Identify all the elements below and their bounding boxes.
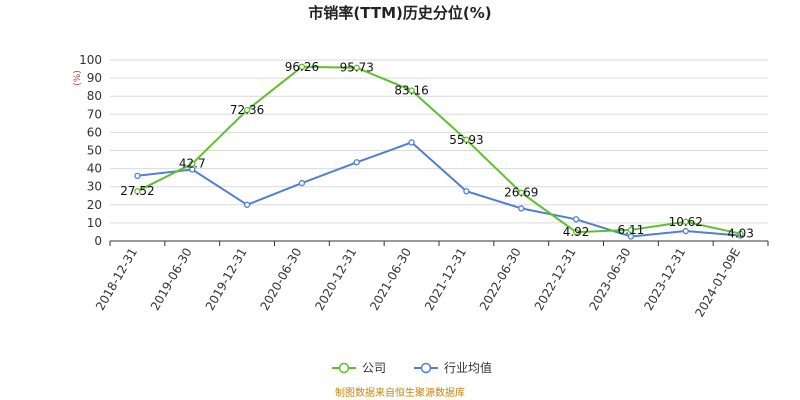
x-tick-label: 2022-06-30 (477, 246, 524, 313)
data-point (353, 159, 360, 166)
data-point (134, 188, 141, 195)
data-label: 6.11 (618, 223, 645, 237)
data-label: 4.92 (563, 225, 590, 239)
series-line (136, 65, 741, 235)
data-point (298, 63, 306, 70)
y-axis-ticks: 0 10 20 30 40 50 60 70 80 90 100 (79, 53, 102, 248)
legend-marker (338, 362, 350, 374)
y-tick-label: 40 (87, 162, 102, 176)
x-tick-label: 2019-12-31 (203, 245, 250, 312)
data-point (518, 205, 525, 212)
data-point (243, 201, 251, 208)
x-tick-label: 2021-12-31 (422, 245, 469, 312)
data-point (408, 139, 415, 146)
y-tick-label: 60 (87, 125, 102, 139)
data-label: 27.52 (120, 184, 154, 198)
y-tick-label: 100 (79, 53, 102, 67)
x-tick-label: 2022-12-31 (532, 246, 579, 313)
data-point (682, 218, 689, 225)
data-label: 96.26 (285, 60, 319, 74)
series-company: 27.52 42.7 72.36 96.26 95.73 83.16 55.93 26.69 4… (120, 60, 754, 241)
x-tick-label: 2021-06-30 (367, 246, 414, 313)
y-tick-label: 10 (87, 216, 102, 230)
series-industry-average (134, 139, 744, 240)
data-label: 95.73 (340, 61, 374, 75)
y-tick-label: 50 (87, 144, 102, 158)
legend-item-industry-average[interactable]: 行业均值 (414, 360, 492, 375)
source-note: 制图数据来自恒生聚源数据库 (335, 386, 465, 399)
legend-item-company[interactable]: 公司 (332, 361, 386, 375)
data-point (463, 136, 470, 143)
x-tick-label: 2020-12-31 (312, 246, 359, 313)
legend[interactable]: 公司 行业均值 (332, 360, 492, 375)
grid-lines (110, 59, 768, 242)
legend-marker (420, 362, 432, 374)
x-tick-label: 2024-01-09E (692, 246, 743, 320)
y-tick-label: 0 (94, 234, 102, 248)
y-tick-label: 30 (87, 180, 102, 194)
data-point (408, 87, 415, 94)
legend-label: 公司 (362, 361, 386, 375)
x-tick-label: 2019-06-30 (148, 246, 195, 313)
chart-title: 市销率(TTM)历史分位(%) (308, 4, 491, 22)
data-point (134, 172, 141, 179)
data-point (737, 230, 744, 237)
series-line (137, 141, 741, 238)
x-axis: 2018-12-31 2019-06-30 2019-12-31 2020-06-30… (93, 240, 769, 320)
x-tick-label: 2020-06-30 (258, 246, 305, 313)
y-tick-label: 80 (87, 89, 102, 103)
data-point (353, 64, 360, 71)
legend-label: 行业均值 (444, 360, 492, 375)
data-point (627, 233, 635, 240)
data-point (627, 226, 635, 234)
y-tick-label: 70 (87, 107, 102, 121)
x-tick-label: 2023-06-30 (587, 246, 634, 313)
data-point (243, 106, 251, 114)
data-point (572, 228, 580, 236)
data-label: 72.36 (230, 103, 264, 117)
data-point (463, 188, 470, 195)
data-point (572, 216, 580, 223)
data-label: 26.69 (504, 186, 538, 200)
series-layer: 27.52 42.7 72.36 96.26 95.73 83.16 55.93 26.69 4… (120, 60, 754, 241)
data-point (298, 179, 306, 187)
data-label: 4.03 (727, 227, 754, 241)
y-tick-label: 20 (87, 198, 102, 212)
data-label: 55.93 (449, 133, 483, 147)
y-tick-label: 90 (87, 71, 102, 85)
data-label: 42.7 (179, 157, 206, 171)
data-point (189, 160, 196, 167)
data-point (189, 166, 196, 173)
x-tick-label: 2018-12-31 (93, 246, 140, 313)
data-label: 83.16 (394, 83, 428, 97)
x-tick-label: 2023-12-31 (641, 246, 688, 313)
y-axis-unit-label: (%) (73, 70, 83, 86)
data-point (682, 227, 689, 235)
data-point (518, 189, 525, 196)
data-label: 10.62 (669, 215, 703, 229)
